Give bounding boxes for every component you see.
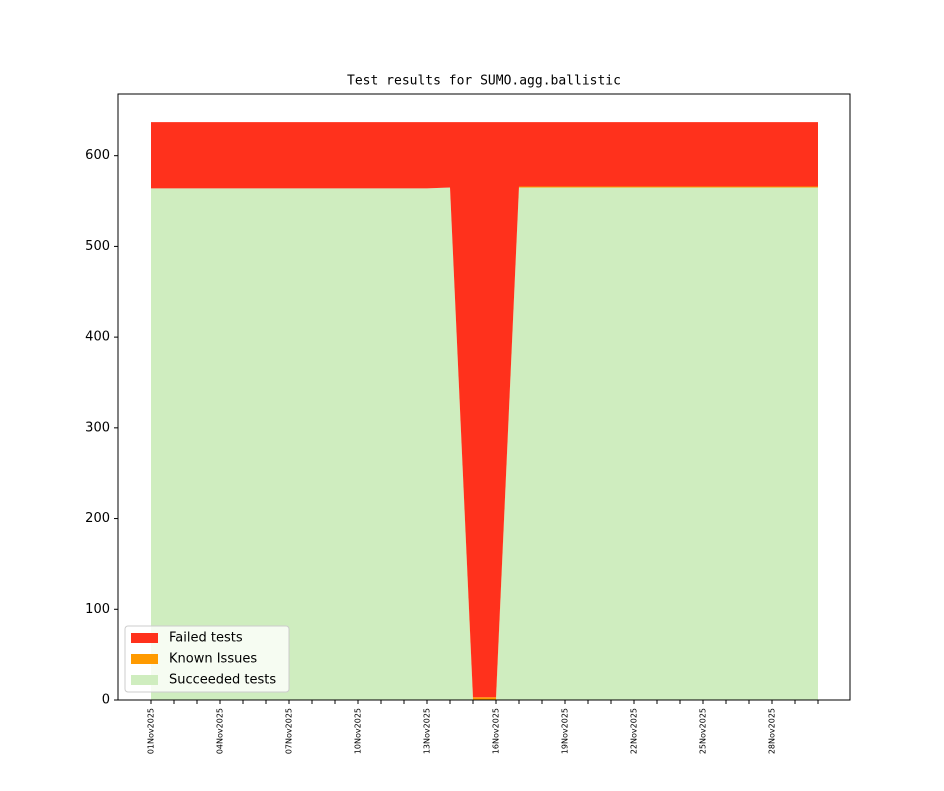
x-tick-label: 07Nov2025 [285,708,294,754]
legend-swatch [131,654,158,664]
y-tick-label: 0 [102,693,110,708]
x-tick-label: 01Nov2025 [147,708,156,754]
chart-title: Test results for SUMO.agg.ballistic [347,74,621,89]
x-tick-label: 25Nov2025 [699,708,708,754]
plot-frame [117,93,851,701]
x-tick-label: 19Nov2025 [561,708,570,754]
x-tick-label: 10Nov2025 [354,708,363,754]
legend-swatch [131,675,158,685]
x-tick-label: 22Nov2025 [630,708,639,754]
y-tick-label: 600 [85,148,110,163]
area [151,187,818,700]
x-tick-label: 13Nov2025 [423,708,432,754]
legend-label: Failed tests [169,631,243,646]
legend-label: Known Issues [169,652,257,667]
x-tick-label: 28Nov2025 [768,708,777,754]
area [151,122,818,698]
legend-box [124,625,290,693]
legend-label: Succeeded tests [169,673,276,688]
legend-swatch [131,633,158,643]
x-tick-label: 16Nov2025 [492,708,501,754]
y-tick-label: 200 [85,511,110,526]
x-tick-label: 04Nov2025 [216,708,225,754]
y-tick-label: 400 [85,330,110,345]
y-tick-label: 100 [85,602,110,617]
y-tick-label: 500 [85,239,110,254]
y-tick-label: 300 [85,420,110,435]
